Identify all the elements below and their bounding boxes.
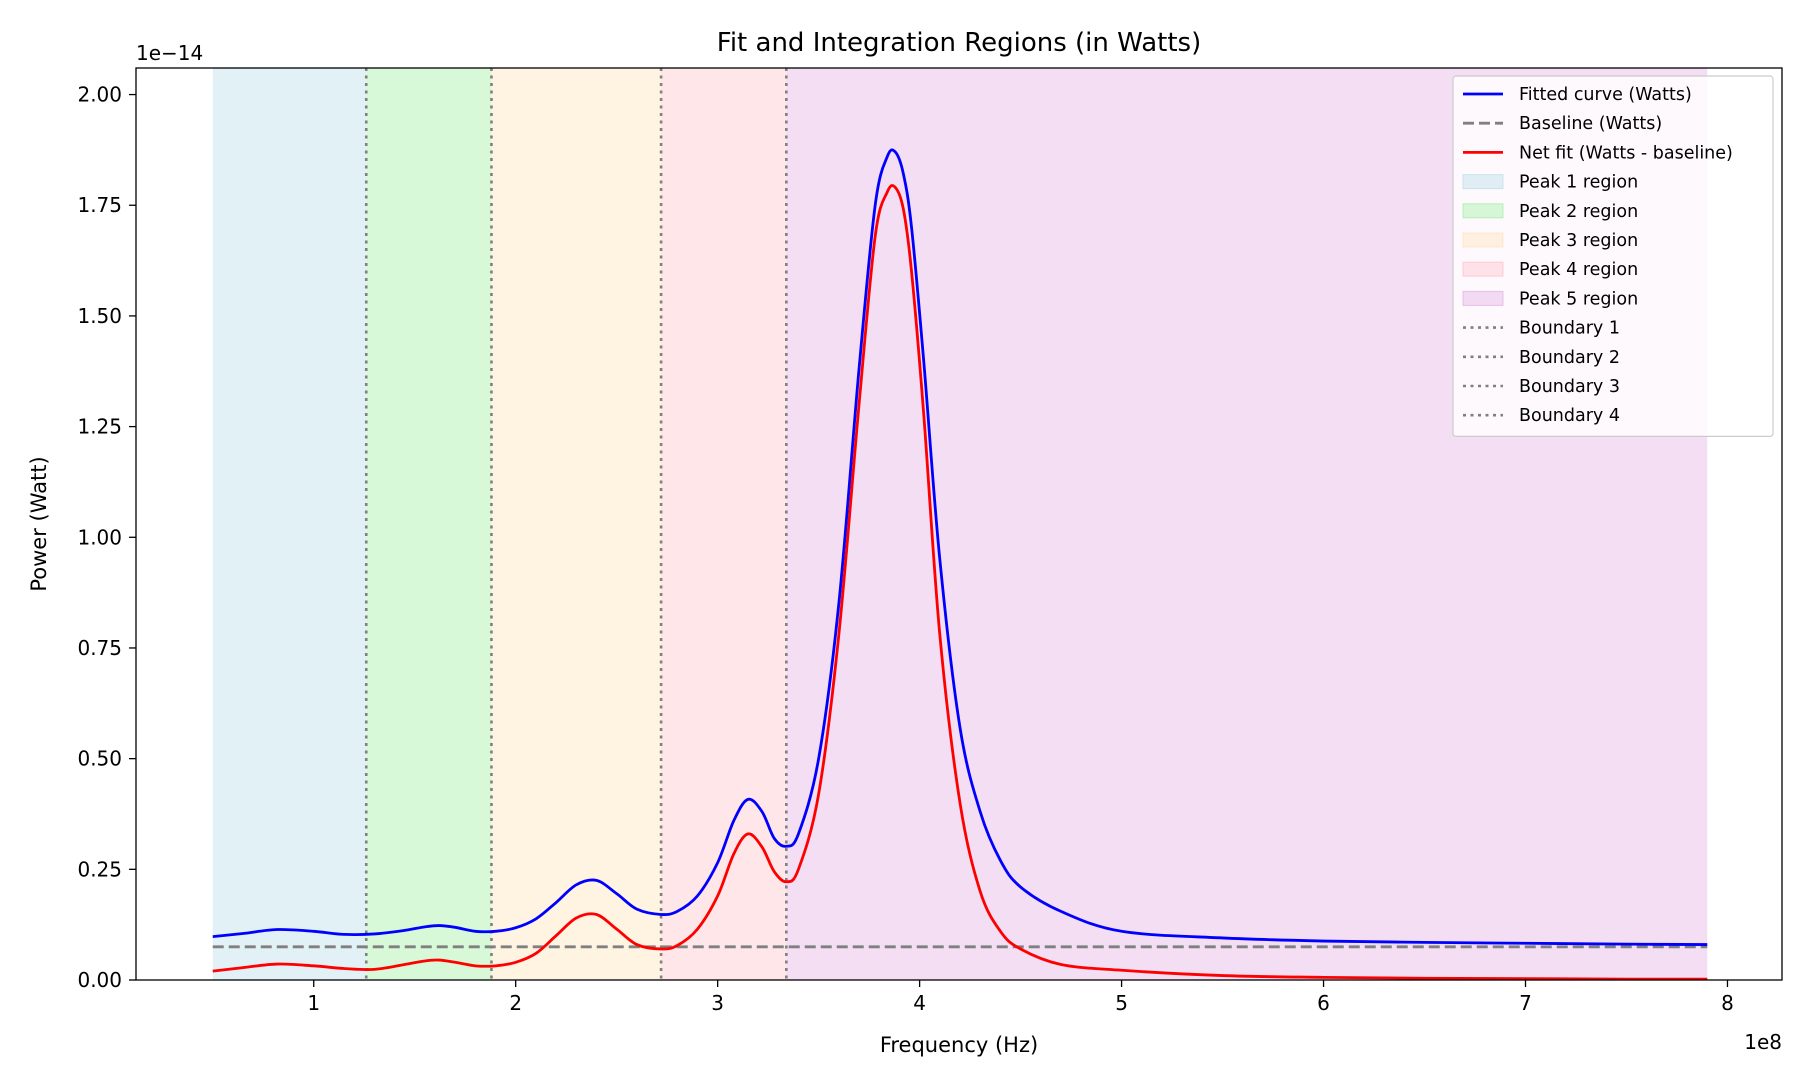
region-peak-4 <box>661 68 787 980</box>
y-tick-label: 1.50 <box>77 304 122 328</box>
legend-box <box>1452 75 1774 437</box>
x-tick-label: 8 <box>1721 991 1734 1015</box>
y-tick-label: 0.25 <box>77 857 122 881</box>
legend-label: Peak 3 region <box>1519 231 1638 251</box>
legend-label: Fitted curve (Watts) <box>1519 85 1692 105</box>
region-peak-3 <box>491 68 662 980</box>
legend-label: Boundary 3 <box>1519 377 1620 397</box>
y-tick-label: 2.00 <box>77 83 122 107</box>
x-axis-ticks: 1 2 3 4 5 6 7 8 <box>307 980 1734 1015</box>
legend-label: Baseline (Watts) <box>1519 114 1662 134</box>
series-lines <box>212 148 1708 981</box>
legend-label: Boundary 2 <box>1519 348 1620 368</box>
x-tick-label: 5 <box>1115 991 1128 1015</box>
y-tick-label: 0.00 <box>77 968 122 992</box>
x-axis-offset-label: 1e8 <box>1744 1030 1782 1054</box>
legend-label: Boundary 4 <box>1519 406 1620 426</box>
legend-items: Fitted curve (Watts) Baseline (Watts) Net … <box>1462 85 1733 426</box>
legend-handle <box>1462 261 1504 277</box>
x-tick-label: 4 <box>913 991 926 1015</box>
x-tick-label: 3 <box>711 991 724 1015</box>
y-axis-offset-label: 1e−14 <box>136 41 203 65</box>
y-tick-label: 0.50 <box>77 747 122 771</box>
region-peak-2 <box>366 68 492 980</box>
legend-label: Boundary 1 <box>1519 319 1620 339</box>
legend-handle <box>1462 203 1504 219</box>
legend-label: Net fit (Watts - baseline) <box>1519 143 1733 163</box>
x-tick-label: 6 <box>1317 991 1330 1015</box>
x-axis-label: Frequency (Hz) <box>880 1033 1038 1057</box>
legend-handle <box>1462 232 1504 248</box>
legend-label: Peak 1 region <box>1519 173 1638 193</box>
boundary-lines <box>364 68 788 980</box>
y-tick-label: 0.75 <box>77 636 122 660</box>
x-tick-label: 2 <box>509 991 522 1015</box>
series-line-1 <box>212 148 1708 946</box>
legend: Fitted curve (Watts) Baseline (Watts) Net … <box>1452 75 1774 437</box>
legend-label: Peak 2 region <box>1519 202 1638 222</box>
x-tick-label: 1 <box>307 991 320 1015</box>
y-axis-label: Power (Watt) <box>27 456 51 591</box>
legend-handle <box>1462 174 1504 190</box>
legend-label: Peak 4 region <box>1519 260 1638 280</box>
x-tick-label: 7 <box>1519 991 1532 1015</box>
region-peak-1 <box>212 68 367 980</box>
integration-regions <box>212 68 1708 980</box>
y-tick-label: 1.75 <box>77 193 122 217</box>
chart-title: Fit and Integration Regions (in Watts) <box>717 28 1201 58</box>
legend-handle <box>1462 290 1504 306</box>
y-axis-ticks: 0.00 0.25 0.50 0.75 1.00 1.25 1.50 1.75 2.00 <box>77 83 136 992</box>
y-tick-label: 1.25 <box>77 415 122 439</box>
plot-frame <box>135 67 1783 981</box>
legend-label: Peak 5 region <box>1519 289 1638 309</box>
series-line-3 <box>212 184 1708 981</box>
y-tick-label: 1.00 <box>77 525 122 549</box>
